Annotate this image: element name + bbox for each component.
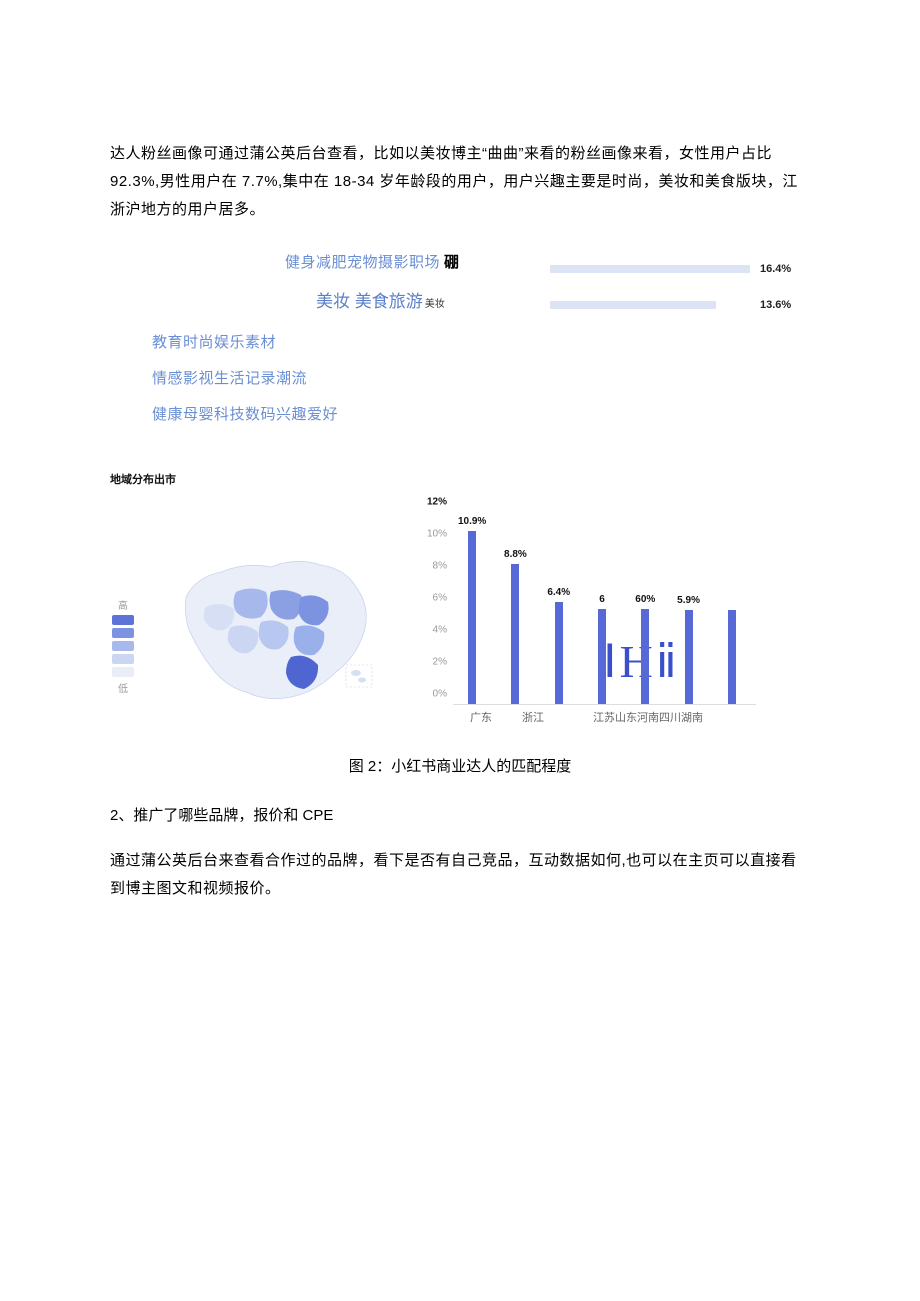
bar-value-label: 8.8%: [504, 549, 527, 560]
interest-bars: 16.4% 13.6%: [550, 251, 830, 323]
bar-value-label: 10.9%: [458, 516, 486, 527]
tag-row-1-bold: 硼: [444, 251, 459, 272]
x-label: 浙江: [522, 709, 544, 725]
x-label: 江苏山东河南四川湖南: [593, 709, 703, 725]
legend-high: 高: [118, 597, 128, 612]
legend-swatch-2: [112, 628, 134, 638]
bar-value-label: 60%: [635, 594, 655, 605]
region-bar: [685, 610, 693, 704]
region-bar: [641, 609, 649, 705]
legend-swatch-5: [112, 667, 134, 677]
x-label: 广东: [470, 709, 492, 725]
bar-value-label: 6.4%: [547, 587, 570, 598]
bar-value-label: 5.9%: [677, 595, 700, 606]
interest-bar-2: [550, 301, 716, 309]
figure-caption: 图 2：小红书商业达人的匹配程度: [110, 755, 810, 776]
y-tick: 12%: [427, 497, 447, 508]
x-axis: 广东 浙江 江苏山东河南四川湖南: [453, 705, 756, 727]
y-tick: 0%: [433, 689, 447, 700]
subsection-title: 2、推广了哪些品牌，报价和 CPE: [110, 804, 810, 825]
intro-paragraph: 达人粉丝画像可通过蒲公英后台查看，比如以美妆博主“曲曲”来看的粉丝画像来看，女性…: [110, 140, 810, 223]
tag-row-2-tiny: 美妆: [425, 295, 445, 310]
bar-value-label: 6: [599, 594, 605, 605]
region-bar: [555, 602, 563, 704]
legend-swatch-4: [112, 654, 134, 664]
tag-row-2-big: 美妆 美食旅游: [316, 287, 423, 312]
plot-area: ⅠHⅱ 10.9%8.8%6.4%660%5.9%: [453, 513, 756, 705]
legend-swatch-1: [112, 615, 134, 625]
region-bar: [598, 609, 606, 705]
y-tick: 8%: [433, 561, 447, 572]
china-map: [176, 537, 381, 707]
region-bar-chart: 12% 10% 8% 6% 4% 2% 0% ⅠHⅱ 10.9%8.8%6.4%…: [421, 507, 756, 727]
closing-paragraph: 通过蒲公英后台来查看合作过的品牌，看下是否有自己竞品，互动数据如何,也可以在主页…: [110, 847, 810, 903]
region-bar: [468, 531, 476, 704]
y-tick: 6%: [433, 593, 447, 604]
geo-section-label: 地域分布出市: [110, 471, 810, 487]
legend-swatch-3: [112, 641, 134, 651]
tag-row-3: 教育时尚娱乐素材: [152, 331, 276, 352]
tag-row-1: 健身减肥宠物摄影职场: [285, 251, 440, 272]
tag-row-4: 情感影视生活记录潮流: [152, 367, 307, 388]
y-tick: 10%: [427, 529, 447, 540]
interest-bar-2-label: 13.6%: [760, 299, 791, 311]
y-axis: 12% 10% 8% 6% 4% 2% 0%: [421, 513, 453, 705]
region-bar: [511, 564, 519, 704]
interest-tag-cloud: 健身减肥宠物摄影职场 硼 美妆 美食旅游 美妆 教育时尚娱乐素材 情感影视生活记…: [110, 251, 810, 441]
y-tick: 2%: [433, 657, 447, 668]
interest-bar-1: [550, 265, 750, 273]
y-tick: 4%: [433, 625, 447, 636]
tag-row-5: 健康母婴科技数码兴趣爱好: [152, 403, 338, 424]
region-bar: [728, 610, 736, 704]
interest-bar-1-label: 16.4%: [760, 263, 791, 275]
legend-low: 低: [118, 680, 128, 695]
geo-row: 高 低 12%: [110, 507, 810, 727]
map-legend: 高 低: [110, 597, 136, 695]
